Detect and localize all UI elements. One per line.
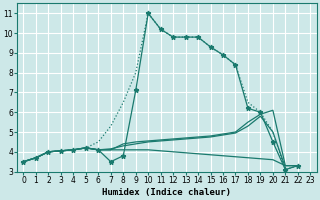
X-axis label: Humidex (Indice chaleur): Humidex (Indice chaleur) (102, 188, 231, 197)
